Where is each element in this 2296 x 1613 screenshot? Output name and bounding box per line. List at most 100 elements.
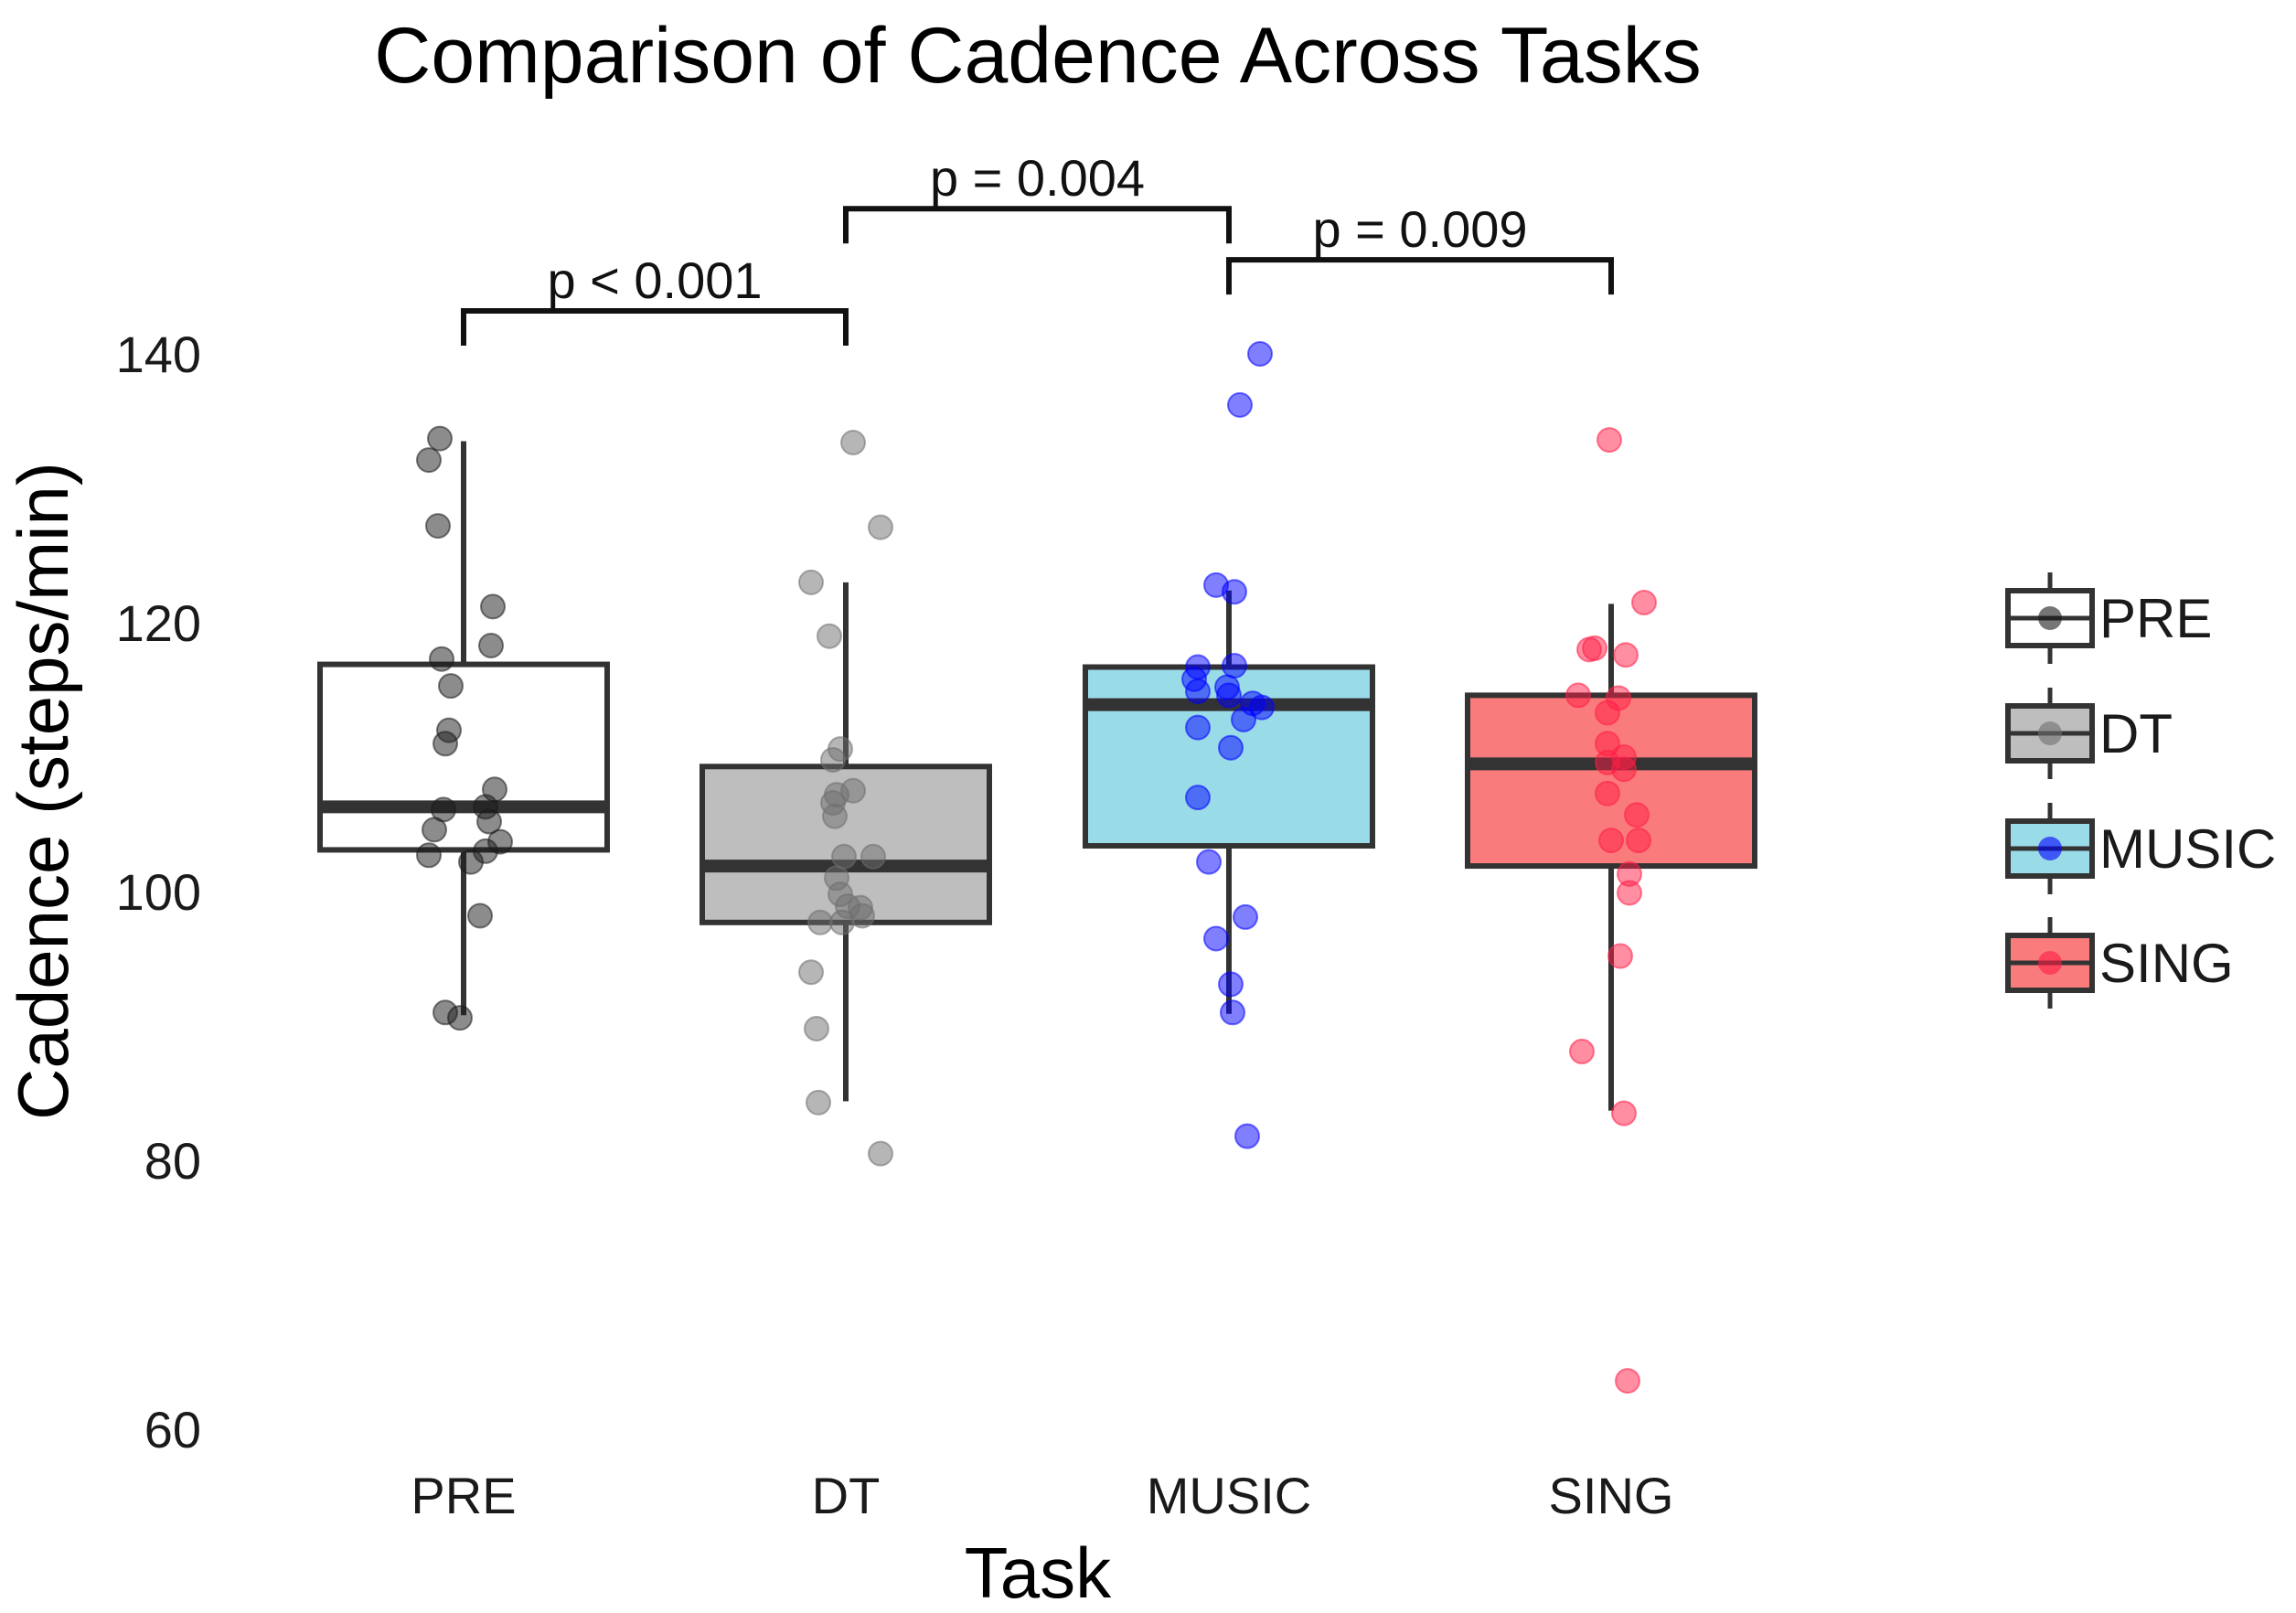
data-point: [1617, 880, 1642, 906]
data-point: [458, 849, 484, 875]
data-point: [1615, 1368, 1640, 1394]
data-point: [1565, 682, 1591, 709]
legend-item-music: MUSIC: [2005, 803, 2276, 894]
data-point: [1196, 849, 1222, 875]
data-point: [425, 513, 451, 539]
data-point: [831, 843, 857, 870]
data-point: [1631, 589, 1657, 615]
x-tick-label: SING: [1549, 1467, 1674, 1524]
data-point: [1234, 1123, 1260, 1149]
data-point: [798, 959, 824, 986]
chart-title: Comparison of Cadence Across Tasks: [374, 12, 1702, 100]
data-point: [798, 569, 824, 595]
data-point: [476, 808, 502, 835]
x-tick-label: PRE: [411, 1467, 516, 1524]
data-point: [1218, 734, 1244, 761]
y-axis-title: Cadence (steps/min): [3, 462, 83, 1120]
data-point: [429, 646, 454, 672]
data-point: [829, 909, 855, 935]
y-tick-label: 100: [116, 863, 201, 921]
data-point: [840, 430, 866, 456]
data-point: [1595, 780, 1620, 806]
y-tick-label: 140: [116, 326, 201, 383]
bracket-line: [1226, 257, 1614, 295]
significance-bracket: p = 0.004: [843, 149, 1232, 244]
data-point: [416, 842, 442, 869]
data-point: [807, 909, 833, 935]
significance-brackets: p < 0.001 p = 0.004 p = 0.009: [461, 149, 1614, 346]
legend-label: SING: [2099, 933, 2234, 994]
data-point: [804, 1015, 829, 1042]
data-point: [1227, 391, 1253, 418]
data-point: [480, 593, 506, 620]
x-axis-ticks: PRE DT MUSIC SING: [411, 1467, 1673, 1524]
bracket-line: [843, 206, 1232, 244]
legend-item-dt: DT: [2005, 688, 2173, 779]
legend-item-sing: SING: [2005, 917, 2234, 1009]
data-point: [1624, 802, 1650, 828]
y-tick-label: 80: [144, 1132, 201, 1190]
data-point: [868, 514, 893, 540]
x-tick-label: MUSIC: [1147, 1467, 1311, 1524]
data-point: [467, 903, 493, 929]
legend-point: [2038, 837, 2062, 860]
data-point: [447, 1005, 473, 1031]
box-pre: [317, 441, 610, 1016]
legend-label: MUSIC: [2099, 818, 2276, 880]
data-point: [1582, 635, 1607, 661]
data-point: [1216, 682, 1242, 709]
data-point: [1203, 925, 1229, 952]
data-point: [1247, 341, 1273, 367]
bracket-line: [461, 307, 849, 346]
data-point: [1222, 653, 1247, 679]
box-body: [317, 661, 610, 853]
data-point: [840, 777, 866, 804]
data-point: [1185, 785, 1211, 811]
legend-point: [2038, 721, 2062, 745]
data-point: [1233, 903, 1258, 930]
data-point: [1222, 579, 1247, 605]
data-point: [860, 843, 886, 870]
significance-bracket: p = 0.009: [1226, 200, 1614, 295]
data-point: [1597, 427, 1622, 454]
data-point: [1607, 943, 1633, 969]
legend: PRE DT MUSIC SING: [2005, 572, 2276, 1009]
data-point: [1598, 828, 1624, 854]
legend-point: [2038, 951, 2062, 975]
x-axis-title: Task: [965, 1533, 1112, 1613]
data-point: [868, 1140, 893, 1167]
data-point: [1185, 714, 1211, 741]
point-group: [416, 341, 1657, 1394]
data-point: [416, 447, 442, 474]
data-point: [822, 803, 848, 829]
data-point: [433, 731, 458, 757]
data-point: [422, 817, 447, 843]
data-point: [1185, 678, 1211, 704]
data-point: [817, 623, 842, 649]
p-value-label: p < 0.001: [547, 251, 762, 309]
legend-point: [2038, 606, 2062, 630]
data-point: [1613, 642, 1639, 668]
data-point: [478, 632, 504, 658]
p-value-label: p = 0.009: [1312, 200, 1527, 258]
x-tick-label: DT: [812, 1467, 881, 1524]
data-point: [1231, 706, 1256, 732]
data-point: [1220, 999, 1245, 1026]
data-point: [427, 425, 453, 452]
y-tick-label: 60: [144, 1401, 201, 1458]
data-point: [1249, 694, 1275, 721]
y-tick-label: 120: [116, 594, 201, 652]
p-value-label: p = 0.004: [930, 149, 1145, 207]
data-point: [438, 673, 464, 700]
data-point: [1218, 971, 1244, 998]
data-point: [1611, 756, 1637, 783]
data-point: [1626, 828, 1651, 854]
data-point: [806, 1089, 831, 1116]
significance-bracket: p < 0.001: [461, 251, 849, 346]
legend-item-pre: PRE: [2005, 572, 2212, 664]
data-point: [1611, 1100, 1637, 1127]
legend-label: DT: [2099, 703, 2173, 764]
y-axis-ticks: 60 80 100 120 140: [116, 326, 201, 1458]
data-point: [1569, 1038, 1595, 1064]
